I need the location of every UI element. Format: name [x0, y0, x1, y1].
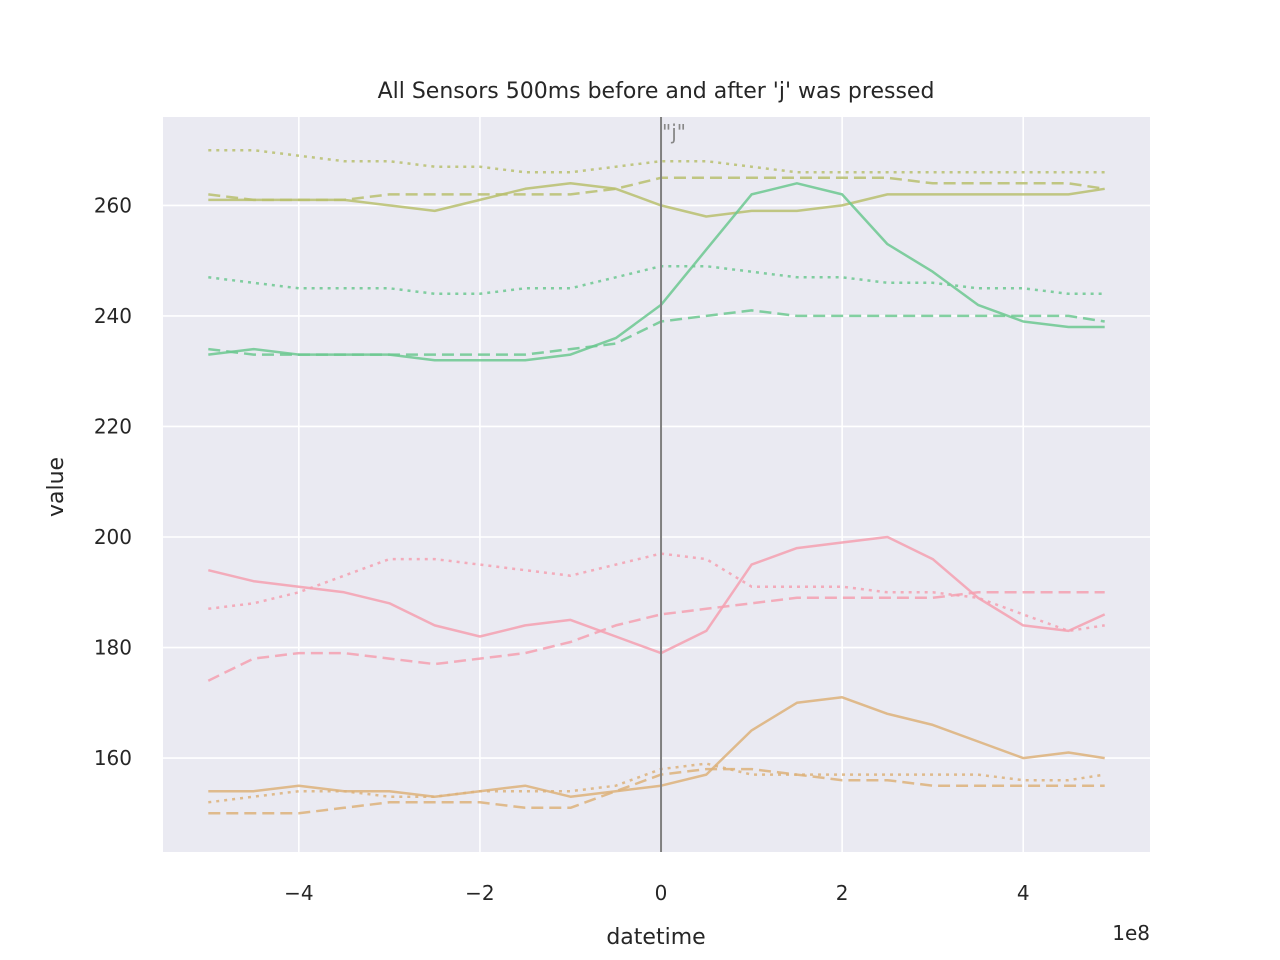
x-tick-label: −2: [465, 881, 494, 905]
y-tick-label: 180: [94, 636, 132, 660]
event-label: "j": [662, 120, 686, 144]
y-tick-label: 200: [94, 525, 132, 549]
y-tick-labels: 160 180 200 220 240 260: [94, 193, 132, 770]
y-tick-label: 160: [94, 746, 132, 770]
chart-title: All Sensors 500ms before and after 'j' w…: [378, 79, 935, 104]
y-tick-label: 240: [94, 304, 132, 328]
y-tick-label: 260: [94, 193, 132, 217]
x-axis-offset: 1e8: [1112, 921, 1150, 945]
y-tick-label: 220: [94, 414, 132, 438]
x-tick-label: 0: [655, 881, 668, 905]
plot-background: [163, 117, 1150, 852]
x-tick-label: −4: [284, 881, 313, 905]
event-marker: "j": [660, 117, 686, 852]
x-tick-labels: −4 −2 0 2 4: [284, 881, 1030, 905]
x-tick-label: 4: [1017, 881, 1030, 905]
x-axis-label: datetime: [606, 925, 705, 950]
y-axis-label: value: [44, 457, 69, 517]
x-tick-label: 2: [836, 881, 849, 905]
